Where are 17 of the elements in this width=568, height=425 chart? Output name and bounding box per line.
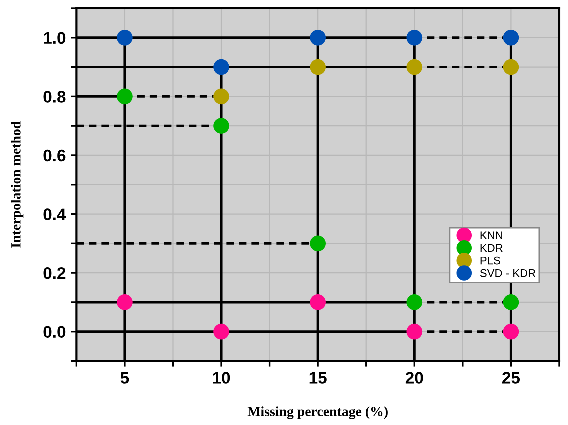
y-axis-title: Interpolation method bbox=[11, 122, 24, 248]
y-tick-label: 0.8 bbox=[44, 91, 66, 103]
x-tick-label: 15 bbox=[310, 372, 327, 384]
y-tick-label: 0.0 bbox=[44, 326, 66, 338]
legend-label: KDR bbox=[480, 244, 503, 252]
x-tick-label: 20 bbox=[406, 372, 424, 384]
x-tick-label: 5 bbox=[120, 372, 130, 384]
x-tick-label: 25 bbox=[502, 372, 520, 384]
x-axis-title: Missing percentage (%) bbox=[248, 406, 388, 420]
legend-label: KNN bbox=[480, 232, 502, 240]
y-tick-label: 0.6 bbox=[44, 150, 66, 162]
legend-label: SVD - KDR bbox=[480, 269, 536, 278]
x-tick-label: 10 bbox=[213, 372, 230, 384]
y-tick-label: 0.2 bbox=[44, 267, 66, 280]
y-tick-label: 0.4 bbox=[44, 208, 66, 220]
legend-label: PLS bbox=[480, 256, 500, 265]
y-tick-label: 1.0 bbox=[44, 32, 66, 44]
